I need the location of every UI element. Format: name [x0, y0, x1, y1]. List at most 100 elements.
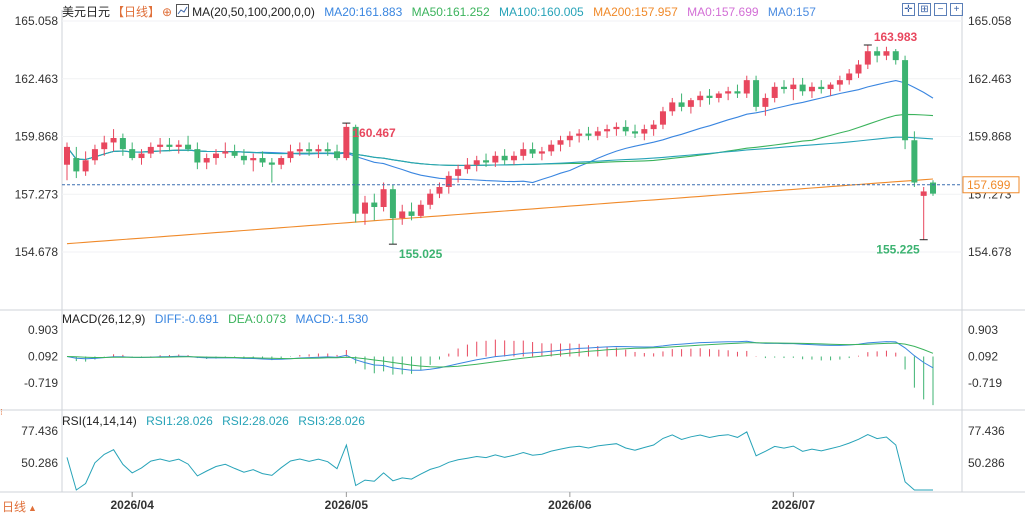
ma200-line [66, 178, 934, 245]
candle-body [389, 189, 396, 219]
candle-body [138, 153, 145, 159]
candle-body [883, 51, 890, 56]
candle-body [380, 189, 387, 208]
candle-body [548, 144, 555, 152]
main-legend: 美元日元 【日线】 ⊕ MA(20,50,100,200,0,0) MA20:161.… [62, 4, 822, 19]
rsi2-value: RSI2:28.026 [222, 414, 289, 428]
ma0-value-2: MA0:157 [767, 5, 816, 19]
candle-body [91, 149, 98, 161]
candle-body [659, 111, 666, 125]
candle-body [930, 182, 936, 194]
price-tick-label-left: 154.678 [15, 245, 59, 259]
macd-dea-line [66, 342, 934, 368]
candle-body [538, 151, 545, 154]
candle-body [445, 175, 452, 187]
rsi-label[interactable]: RSI(14,14,14) [62, 414, 137, 428]
candle-body [287, 151, 294, 159]
candle-body [818, 86, 825, 90]
candle-body [157, 144, 164, 147]
candle-body [119, 138, 126, 150]
candle-body [827, 84, 834, 90]
crosshair-icon[interactable]: ✛ [902, 3, 915, 16]
candle-body [64, 146, 70, 165]
candle-body [343, 126, 350, 159]
price-tick-label-left: 159.868 [15, 130, 59, 144]
candle-body [361, 202, 368, 214]
candle-body [874, 51, 881, 56]
macd-legend: MACD(26,12,9) DIFF:-0.691 DEA:0.073 MACD… [62, 312, 374, 326]
moving-average-lines [66, 80, 934, 245]
rsi-legend: RSI(14,14,14) RSI1:28.026 RSI2:28.026 RS… [62, 414, 371, 428]
period-switch-button[interactable]: 日线 ▲ [2, 500, 43, 515]
ma-label[interactable]: MA(20,50,100,200,0,0) [192, 5, 315, 19]
candle-body [436, 186, 443, 194]
macd-tick-label-left: 0.903 [28, 323, 58, 337]
candle-body [175, 144, 182, 147]
price-tick-label-right: 159.868 [968, 130, 1012, 144]
candle-body [520, 149, 527, 156]
candle-body [315, 149, 322, 152]
macd-tick-label-left: -0.719 [24, 376, 58, 390]
candle-body [585, 133, 592, 136]
macd-dea-value: DEA:0.073 [228, 312, 287, 326]
date-tick-label: 2026/04 [110, 498, 154, 512]
candle-body [268, 162, 275, 165]
macd-tick-label-right: 0.903 [968, 323, 998, 337]
grid-lines [62, 20, 962, 253]
candle-body [715, 93, 722, 98]
rsi-tick-label-left: 77.436 [21, 424, 58, 438]
macd-tick-label-right: 0.092 [968, 350, 998, 364]
ma0-value-1: MA0:157.699 [687, 5, 759, 19]
candle-body [278, 158, 285, 165]
candle-body [483, 160, 490, 163]
rsi-line [66, 431, 933, 491]
ma20-value: MA20:161.883 [324, 5, 403, 19]
candle-body [864, 51, 871, 65]
ma100-line [66, 136, 934, 166]
grid-icon[interactable]: ⊞ [918, 3, 931, 16]
candle-body [455, 169, 462, 176]
dropdown-triangle-icon: ▲ [28, 503, 37, 513]
price-tick-label-left: 162.463 [15, 72, 59, 86]
rsi-tick-label-right: 77.436 [968, 424, 1005, 438]
candle-body [799, 84, 806, 92]
annotation-label: 155.025 [399, 247, 443, 261]
candle-body [166, 144, 173, 147]
candle-body [417, 204, 424, 216]
candle-body [212, 153, 219, 159]
candle-body [194, 149, 201, 163]
macd-label[interactable]: MACD(26,12,9) [62, 312, 146, 326]
candle-body [855, 64, 862, 74]
zoom-out-icon[interactable]: − [934, 3, 947, 16]
period-label[interactable]: 【日线】 [112, 5, 161, 19]
candle-body [147, 146, 154, 154]
rsi3-value: RSI3:28.026 [298, 414, 365, 428]
candle-body [222, 151, 229, 154]
annotation-label: 160.467 [352, 126, 396, 140]
candle-body [306, 149, 313, 152]
candle-body [352, 126, 359, 214]
candle-body [808, 86, 815, 92]
candle-body [566, 135, 573, 141]
rsi1-value: RSI1:28.026 [146, 414, 213, 428]
pane-resize-icon[interactable]: ⁝ [0, 407, 3, 417]
rsi-pane: 77.436 77.436 50.286 50.286 [21, 424, 1005, 491]
settings-icon[interactable]: ⊕ [162, 5, 173, 19]
candle-body [185, 144, 192, 150]
candle-body [101, 142, 108, 150]
candle-body [920, 191, 927, 196]
candle-body [781, 86, 788, 90]
candle-body [771, 86, 778, 98]
candle-body [725, 91, 732, 94]
candle-body [464, 164, 471, 170]
price-tick-label-left: 157.273 [15, 187, 59, 201]
zoom-in-icon[interactable]: + [950, 3, 963, 16]
candle-body [510, 155, 517, 161]
symbol-label: 美元日元 [62, 5, 111, 19]
candle-body [73, 158, 80, 172]
macd-diff-value: DIFF:-0.691 [154, 312, 219, 326]
rsi-tick-label-right: 50.286 [968, 456, 1005, 470]
ma50-value: MA50:161.252 [411, 5, 490, 19]
candle-body [240, 155, 247, 161]
